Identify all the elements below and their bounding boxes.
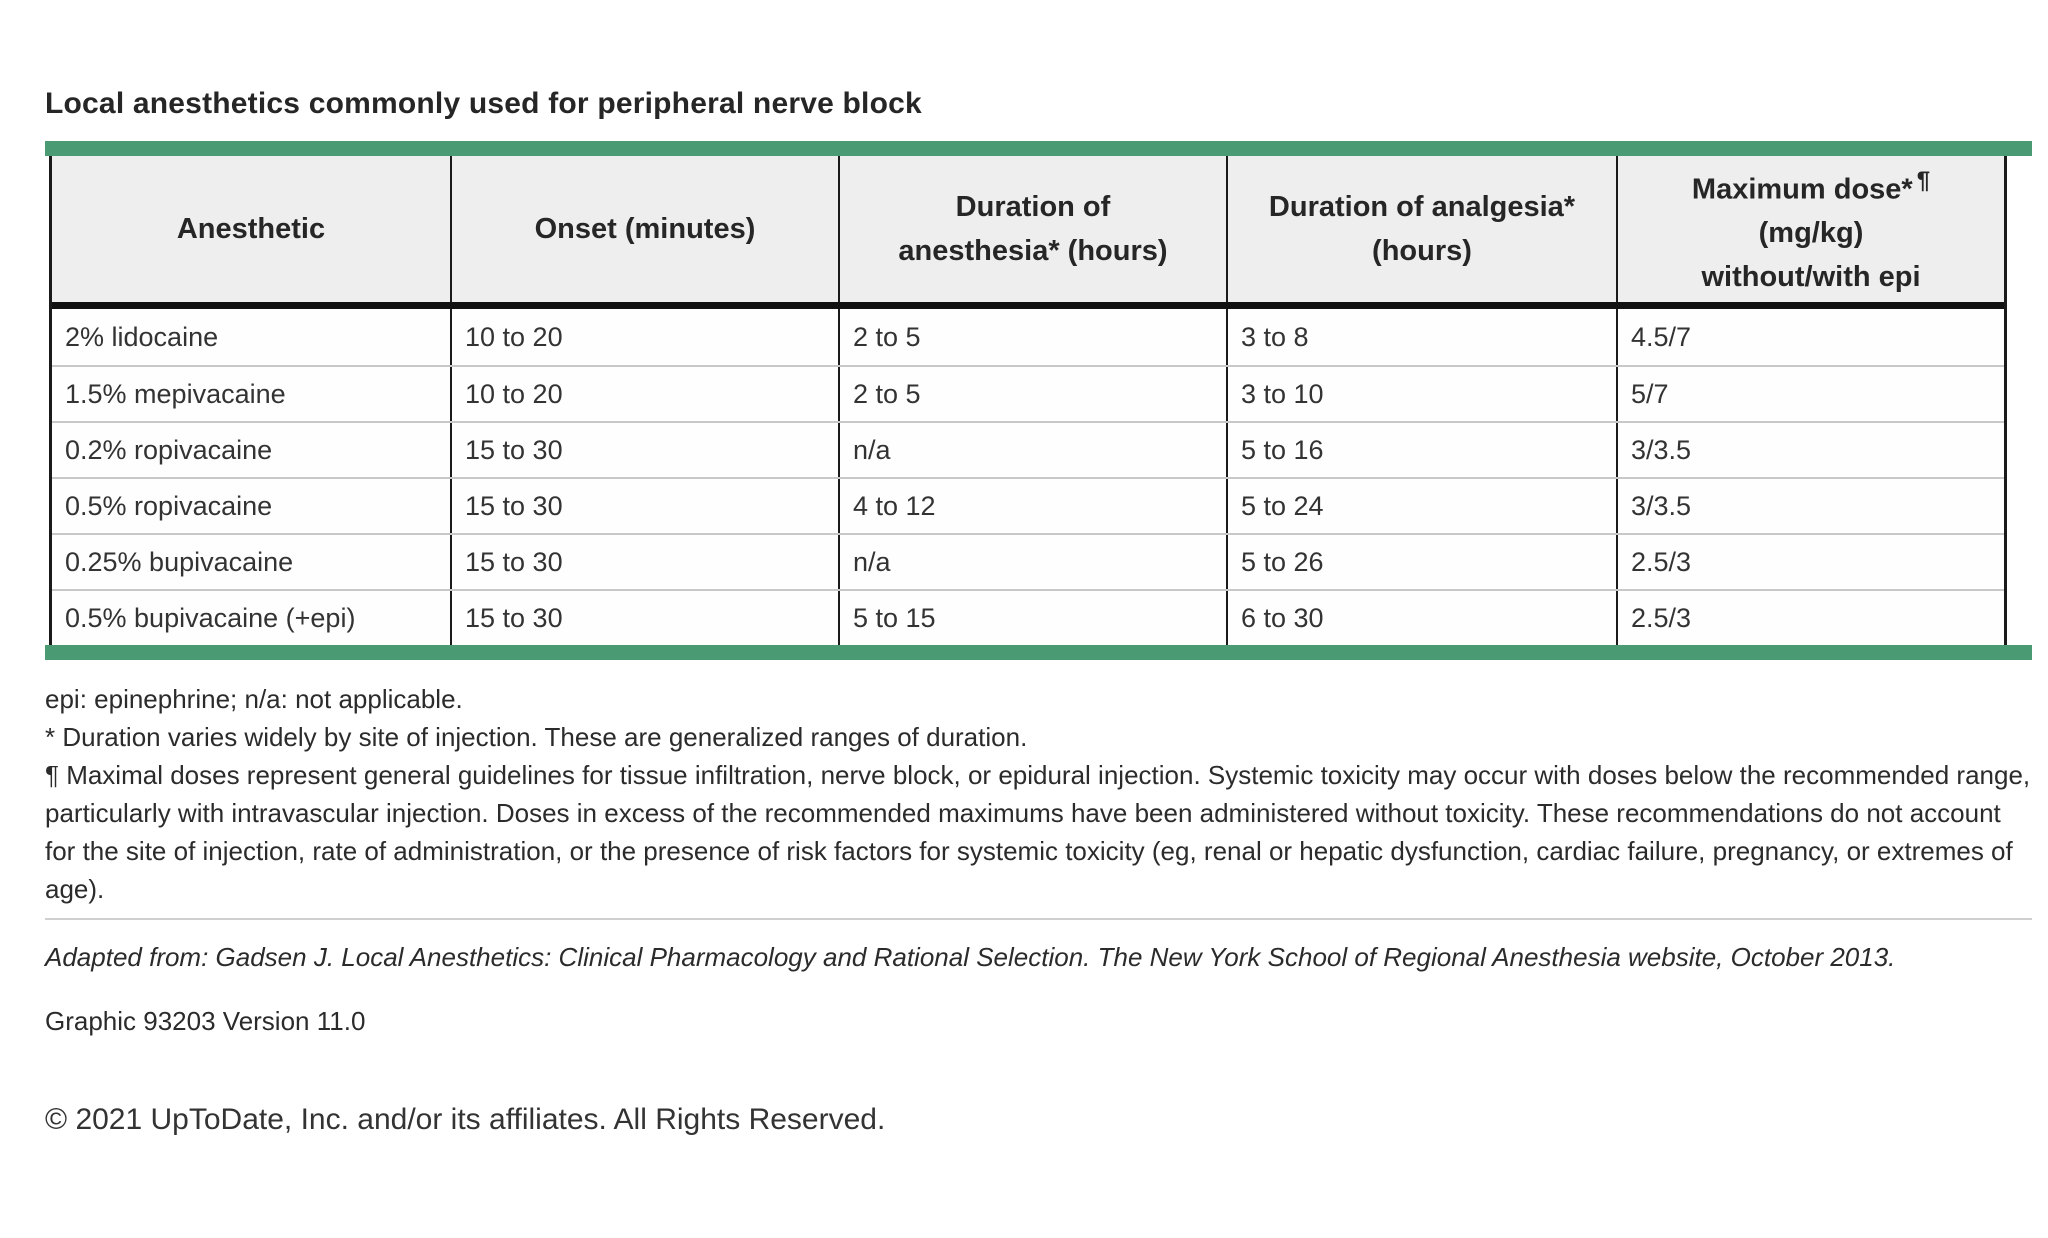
column-header-onset: Onset (minutes) bbox=[452, 156, 840, 302]
cell-duration-analgesia: 5 to 26 bbox=[1228, 535, 1618, 589]
table-bottom-accent-bar bbox=[45, 645, 2032, 660]
table-row: 0.25% bupivacaine 15 to 30 n/a 5 to 26 2… bbox=[52, 533, 2004, 589]
table-top-accent-bar bbox=[45, 141, 2032, 156]
cell-anesthetic: 0.5% bupivacaine (+epi) bbox=[52, 591, 452, 645]
graphic-version: Graphic 93203 Version 11.0 bbox=[45, 1006, 366, 1036]
cell-duration-analgesia: 3 to 10 bbox=[1228, 367, 1618, 421]
table-header-row: Anesthetic Onset (minutes) Duration of a… bbox=[52, 156, 2004, 309]
cell-anesthetic: 0.25% bupivacaine bbox=[52, 535, 452, 589]
max-dose-label-main: Maximum dose* bbox=[1691, 173, 1913, 206]
column-header-duration-anesthesia: Duration of anesthesia* (hours) bbox=[840, 156, 1228, 302]
max-dose-label-rest: (mg/kg) without/with epi bbox=[1701, 217, 1921, 294]
column-header-label: Duration of analgesia* (hours) bbox=[1268, 191, 1576, 267]
cell-max-dose: 3/3.5 bbox=[1631, 434, 1692, 465]
cell-duration-analgesia: 3 to 8 bbox=[1228, 309, 1618, 365]
cell-anesthetic: 0.5% ropivacaine bbox=[52, 479, 452, 533]
footnotes: epi: epinephrine; n/a: not applicable. *… bbox=[45, 680, 2032, 908]
column-header-duration-analgesia: Duration of analgesia* (hours) bbox=[1228, 156, 1618, 302]
cell-duration-analgesia: 6 to 30 bbox=[1228, 591, 1618, 645]
cell-anesthetic: 2% lidocaine bbox=[52, 309, 452, 365]
page-title: Local anesthetics commonly used for peri… bbox=[45, 87, 922, 120]
anesthetics-table: Anesthetic Onset (minutes) Duration of a… bbox=[49, 156, 2007, 645]
citation-divider bbox=[45, 918, 2032, 920]
cell-duration-anesthesia: 5 to 15 bbox=[840, 591, 1228, 645]
cell-onset: 10 to 20 bbox=[452, 309, 840, 365]
column-header-label: Duration of anesthesia* (hours) bbox=[898, 191, 1168, 267]
column-header-anesthetic: Anesthetic bbox=[52, 156, 452, 302]
table-row: 0.5% ropivacaine 15 to 30 4 to 12 5 to 2… bbox=[52, 477, 2004, 533]
document-content: Local anesthetics commonly used for peri… bbox=[45, 86, 2032, 1138]
table-row: 1.5% mepivacaine 10 to 20 2 to 5 3 to 10… bbox=[52, 365, 2004, 421]
cell-onset: 15 to 30 bbox=[452, 423, 840, 477]
cell-max-dose: 4.5/7 bbox=[1631, 321, 1692, 352]
column-header-label: Anesthetic bbox=[176, 213, 326, 245]
citation: Adapted from: Gadsen J. Local Anesthetic… bbox=[45, 942, 1896, 972]
cell-onset: 15 to 30 bbox=[452, 591, 840, 645]
table-row: 0.2% ropivacaine 15 to 30 n/a 5 to 16 3/… bbox=[52, 421, 2004, 477]
cell-max-dose: 3/3.5 bbox=[1631, 490, 1692, 521]
cell-max-dose: 2.5/3 bbox=[1631, 546, 1692, 577]
table-row: 2% lidocaine 10 to 20 2 to 5 3 to 8 4.5/… bbox=[52, 309, 2004, 365]
column-header-label: Onset (minutes) bbox=[534, 213, 756, 245]
pilcrow-footnote-marker: ¶ bbox=[1916, 166, 1931, 194]
cell-max-dose: 5/7 bbox=[1631, 378, 1669, 409]
cell-duration-analgesia: 5 to 16 bbox=[1228, 423, 1618, 477]
cell-duration-anesthesia: 2 to 5 bbox=[840, 309, 1228, 365]
cell-onset: 10 to 20 bbox=[452, 367, 840, 421]
footnote-pilcrow: ¶ Maximal doses represent general guidel… bbox=[45, 760, 2031, 904]
cell-duration-analgesia: 5 to 24 bbox=[1228, 479, 1618, 533]
column-header-max-dose: Maximum dose* ¶ (mg/kg) without/with epi bbox=[1618, 156, 2004, 302]
column-header-label: Maximum dose* ¶ (mg/kg) without/with epi bbox=[1692, 159, 1930, 300]
copyright-notice: © 2021 UpToDate, Inc. and/or its affilia… bbox=[45, 1103, 886, 1136]
table-row: 0.5% bupivacaine (+epi) 15 to 30 5 to 15… bbox=[52, 589, 2004, 645]
cell-duration-anesthesia: n/a bbox=[840, 535, 1228, 589]
footnote-abbreviations: epi: epinephrine; n/a: not applicable. bbox=[45, 684, 463, 714]
cell-anesthetic: 0.2% ropivacaine bbox=[52, 423, 452, 477]
cell-duration-anesthesia: n/a bbox=[840, 423, 1228, 477]
cell-onset: 15 to 30 bbox=[452, 535, 840, 589]
cell-duration-anesthesia: 4 to 12 bbox=[840, 479, 1228, 533]
cell-onset: 15 to 30 bbox=[452, 479, 840, 533]
footnote-asterisk: * Duration varies widely by site of inje… bbox=[45, 722, 1028, 752]
cell-anesthetic: 1.5% mepivacaine bbox=[52, 367, 452, 421]
cell-duration-anesthesia: 2 to 5 bbox=[840, 367, 1228, 421]
cell-max-dose: 2.5/3 bbox=[1631, 602, 1692, 633]
